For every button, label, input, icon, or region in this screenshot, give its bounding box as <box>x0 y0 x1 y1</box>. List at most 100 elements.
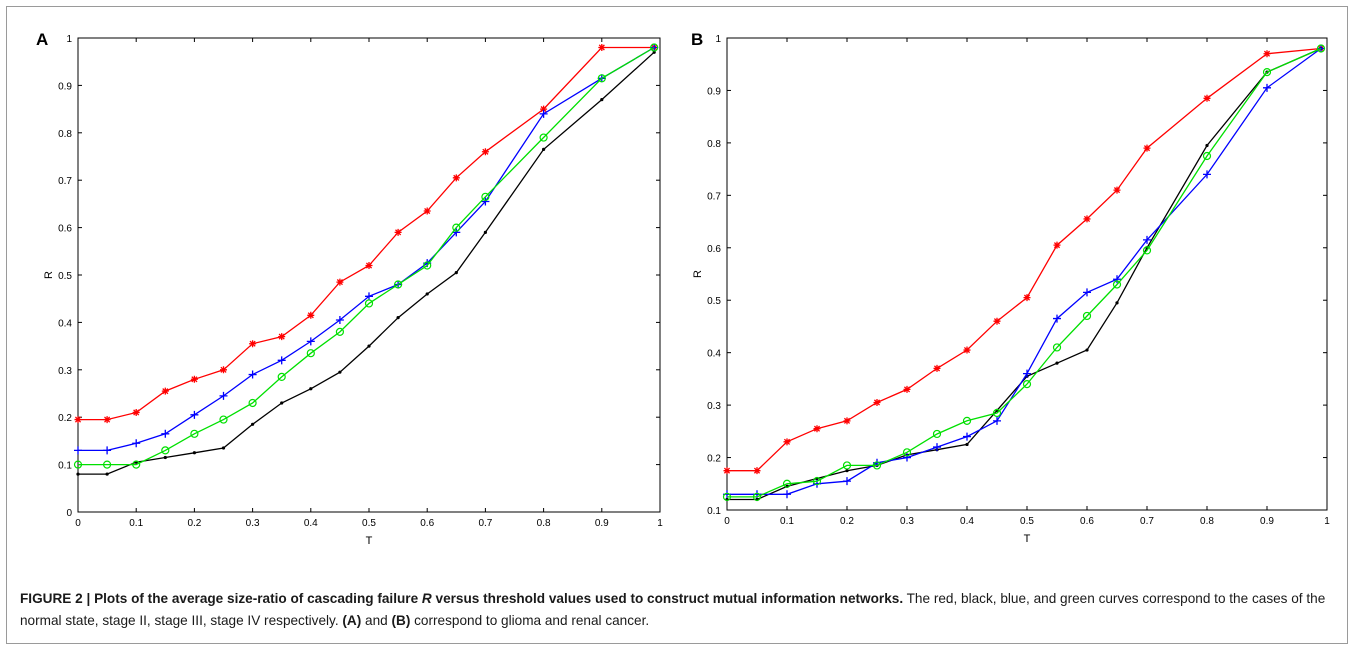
panel-a-series-3-point <box>102 460 112 469</box>
panel-b-series-3-point <box>1112 280 1122 289</box>
panel-b-series-2-line <box>727 47 1322 495</box>
panel-a-y-tick-label: 0.2 <box>58 413 72 424</box>
panel-a-x-tick-label: 0.9 <box>595 518 609 529</box>
panel-a-series-2-point <box>132 439 141 448</box>
panel-a-series-1-point <box>105 472 109 476</box>
panel-b-series-3-line <box>727 47 1322 498</box>
panel-a-series-3-point <box>364 299 374 308</box>
caption-body-2: and <box>361 613 392 628</box>
panel-a-series-1-point <box>251 422 255 426</box>
panel-b-series-3-point <box>962 416 972 425</box>
panel-b-series-0-point <box>1143 144 1151 152</box>
panel-b-series-0-point <box>753 467 761 475</box>
panel-a-series-2-point <box>365 292 373 301</box>
panel-a-y-axis-label: R <box>43 271 55 279</box>
caption-body-3: correspond to glioma and renal cancer. <box>410 613 650 628</box>
panel-a-series-0-line <box>78 46 655 421</box>
panel-b-letter: B <box>691 30 704 49</box>
panel-a-series-1-point <box>221 446 226 450</box>
panel-a-y-tick-label: 0.9 <box>58 81 72 92</box>
panel-b-series-0-point <box>873 398 881 406</box>
panel-b-y-tick-label: 1 <box>715 34 721 45</box>
panel-b-x-tick-label: 0.6 <box>1080 516 1094 527</box>
panel-a-y-tick-label: 1 <box>66 34 72 45</box>
figure-frame <box>6 6 1348 644</box>
panel-a-series-0-point <box>336 278 344 286</box>
panel-a-series-2-point <box>306 337 315 346</box>
panel-b-series-2-point <box>843 477 851 486</box>
panel-b-x-tick-label: 0.5 <box>1020 516 1034 527</box>
panel-b-series-2-point <box>1023 369 1031 378</box>
panel-b-series-3-point <box>1316 44 1326 53</box>
panel-a-y-tick-label: 0.8 <box>58 129 72 140</box>
panel-b-x-tick-label: 0.7 <box>1140 516 1154 527</box>
panel-a: A 0 0.1 0.2 0.3 0.4 0.5 0.6 0.7 0.8 0.9 1 0 0.1 0.2 0.… <box>0 0 677 580</box>
panel-b-series-1-line <box>727 47 1322 501</box>
panel-b-x-tick-label: 0.9 <box>1260 516 1274 527</box>
panel-a-series-1-point <box>483 230 487 234</box>
panel-a-y-tick-label: 0.3 <box>58 366 72 377</box>
panel-b-y-tick-label: 0.7 <box>707 191 721 202</box>
panel-b-series-0-point <box>723 467 731 475</box>
panel-b-x-tick-label: 0.3 <box>900 516 914 527</box>
panel-b-series-0-point <box>933 364 941 372</box>
panel-b-series-0-point <box>963 346 971 354</box>
panel-a-letter: A <box>36 30 49 49</box>
panel-a-series-1-point <box>192 451 196 455</box>
panel-a-series-3-point <box>73 460 83 469</box>
panel-b-series-0-point <box>1083 215 1091 223</box>
panel-a-series-0-point <box>365 262 373 270</box>
panel-b-x-axis-label: T <box>1024 533 1031 545</box>
panel-b-series-2-point <box>993 416 1001 425</box>
panel-a-series-1-point <box>542 147 546 151</box>
panel-b-x-tick-label: 1 <box>1324 516 1330 527</box>
panel-b-series-1-point <box>965 442 969 447</box>
panel-a-series-3-point <box>219 415 228 424</box>
panel-a-series-2-point <box>74 446 82 455</box>
panel-b-series-2-point <box>933 443 941 452</box>
panel-a-series-3-point <box>161 446 170 455</box>
panel-b-y-axis-label: R <box>692 270 704 278</box>
panel-a-axes-box <box>77 37 661 513</box>
panel-b-series-1-point <box>845 469 849 473</box>
panel-b-series-2-point <box>1263 83 1271 92</box>
panel-a-series-0-point <box>103 416 111 424</box>
panel-b-series-0-point <box>1203 94 1211 102</box>
panel-b-series-3-point <box>722 492 732 501</box>
panel-a-series-1-point <box>425 292 429 296</box>
panel-a-series-0-point <box>598 43 606 51</box>
panel-b-series-3-point <box>1082 311 1092 321</box>
panel-b-series-2-point <box>1083 288 1091 297</box>
panel-a-series-3-point <box>335 327 344 336</box>
figure-caption: FIGURE 2 | Plots of the average size-rat… <box>20 588 1336 632</box>
panel-a-x-tick-label: 0.1 <box>129 518 143 529</box>
panel-a-x-tick-label: 0.6 <box>420 518 434 529</box>
panel-a-series-3-point <box>597 74 606 83</box>
panel-a-y-tick-label: 0.6 <box>58 224 72 235</box>
panel-a-series-1-point <box>76 472 80 476</box>
panel-a-x-tick-label: 0.5 <box>362 518 376 529</box>
panel-a-series-1-point <box>600 98 604 102</box>
caption-title-end: versus threshold values used to construc… <box>431 591 904 606</box>
panel-b-series-0-point <box>813 425 821 433</box>
panel-a-series-1-point <box>309 387 313 391</box>
panel-b-x-tick-label: 0.8 <box>1200 516 1214 527</box>
caption-title-italic: R <box>421 591 432 606</box>
panel-a-series-0-point <box>307 311 315 319</box>
caption-ref-b: (B) <box>391 613 411 628</box>
panel-a-y-tick-label: 0.7 <box>58 176 72 187</box>
panel-b-y-tick-label: 0.6 <box>707 244 721 255</box>
panel-a-x-tick-label: 0.3 <box>246 518 260 529</box>
panel-a-series-2-point <box>539 109 548 118</box>
panel-a-series-0-point <box>278 333 286 341</box>
panel-b-series-1-point <box>1085 348 1089 352</box>
panel-a-series-2-point <box>335 316 344 325</box>
panel-a-series-3-point <box>306 349 315 358</box>
panel-a-x-tick-label: 0.7 <box>478 518 492 529</box>
panel-b-y-tick-label: 0.4 <box>707 349 721 360</box>
panel-b-series-2-point <box>1113 275 1121 284</box>
caption-title: Plots of the average size-ratio of casca… <box>94 591 422 606</box>
panel-a-series-1-point <box>338 370 342 374</box>
panel-a-series-0-point <box>540 105 548 113</box>
panel-a-chart: 0 0.1 0.2 0.3 0.4 0.5 0.6 0.7 0.8 0.9 1 0 0.1 0.2 0.3 0… <box>43 34 663 547</box>
